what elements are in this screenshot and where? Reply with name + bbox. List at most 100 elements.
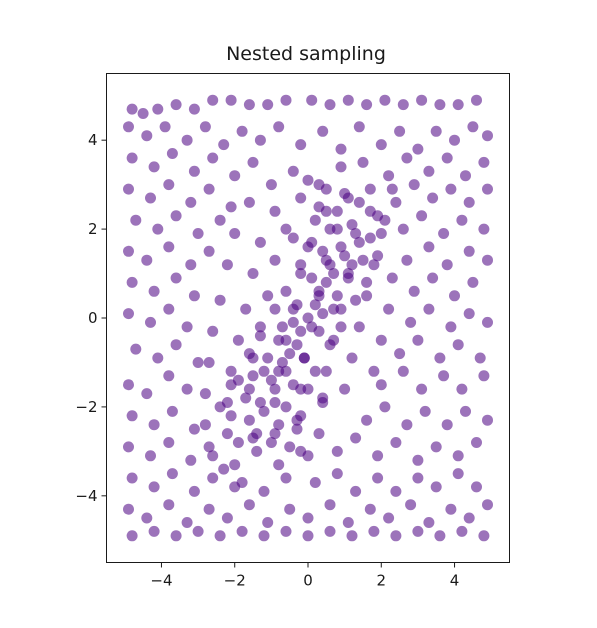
data-point <box>302 512 314 524</box>
data-point <box>313 201 325 213</box>
data-point <box>368 525 380 537</box>
data-point <box>390 437 402 448</box>
data-point <box>298 352 310 364</box>
data-point <box>346 530 358 542</box>
data-point <box>331 290 343 302</box>
x-tick-label: 0 <box>303 572 313 590</box>
data-point <box>364 232 376 244</box>
data-point <box>383 170 395 182</box>
data-point <box>181 517 193 528</box>
data-point <box>295 268 307 279</box>
data-point <box>126 276 138 288</box>
data-point <box>221 259 233 271</box>
data-point <box>243 348 255 360</box>
data-point <box>456 525 468 537</box>
data-point <box>408 179 420 191</box>
data-point <box>243 414 255 426</box>
data-point <box>482 254 493 266</box>
data-point <box>159 121 171 133</box>
x-tick-label: 2 <box>376 572 386 590</box>
data-point <box>394 125 406 137</box>
data-point <box>372 450 384 462</box>
data-point <box>357 254 369 266</box>
data-point <box>419 405 431 417</box>
data-point <box>163 499 175 511</box>
data-point <box>295 410 307 422</box>
data-point <box>342 94 354 106</box>
data-point <box>361 99 373 111</box>
data-point <box>452 339 464 351</box>
data-point <box>412 334 424 346</box>
data-point <box>152 352 164 364</box>
data-point <box>302 174 314 186</box>
data-point <box>324 525 336 537</box>
data-point <box>225 365 237 377</box>
data-point <box>265 374 277 386</box>
data-point <box>240 303 252 315</box>
data-point <box>397 223 409 235</box>
data-point <box>401 419 413 431</box>
data-point <box>397 365 409 377</box>
data-point <box>361 290 373 302</box>
data-point <box>145 450 156 462</box>
data-point <box>188 423 200 435</box>
data-point <box>335 321 347 333</box>
data-point <box>145 316 156 328</box>
data-point <box>302 450 314 462</box>
data-point <box>236 125 248 137</box>
data-point <box>309 477 321 488</box>
data-point <box>130 343 142 355</box>
data-point <box>221 512 233 524</box>
data-point <box>467 276 479 288</box>
data-point <box>251 445 263 457</box>
data-point <box>123 183 134 195</box>
data-point <box>232 437 244 448</box>
data-point <box>474 352 486 364</box>
data-point <box>331 205 343 217</box>
data-point <box>412 143 424 155</box>
data-point <box>324 259 336 271</box>
data-point <box>317 392 329 404</box>
data-point <box>313 325 325 337</box>
data-point <box>350 432 362 444</box>
data-point <box>456 214 468 226</box>
data-point <box>416 210 428 222</box>
data-point <box>243 99 255 111</box>
data-point <box>295 325 307 337</box>
data-point <box>166 468 178 480</box>
data-point <box>170 530 182 542</box>
data-point <box>339 188 351 199</box>
data-point <box>225 201 237 213</box>
data-point <box>214 214 226 226</box>
data-point <box>412 472 424 484</box>
data-point <box>236 525 248 537</box>
data-point <box>423 303 435 315</box>
data-point <box>309 365 321 377</box>
plot-frame <box>106 73 510 563</box>
data-point <box>328 303 340 315</box>
data-point <box>463 245 475 257</box>
data-point <box>148 525 160 537</box>
data-point <box>254 236 266 248</box>
data-point <box>445 183 457 195</box>
data-point <box>346 352 358 364</box>
data-point <box>482 183 493 195</box>
data-point <box>203 357 215 368</box>
data-point <box>350 294 362 306</box>
data-point <box>460 170 471 182</box>
data-point <box>163 437 175 448</box>
data-point <box>423 517 435 528</box>
data-point <box>427 192 439 204</box>
data-point <box>449 134 460 146</box>
data-point <box>273 419 285 431</box>
data-point <box>280 94 292 106</box>
data-point <box>452 450 464 462</box>
data-point <box>302 530 314 542</box>
data-point <box>273 334 285 346</box>
data-point <box>482 414 493 426</box>
data-point <box>247 268 259 279</box>
data-point <box>445 503 457 515</box>
data-point <box>276 357 288 368</box>
data-point <box>353 236 365 248</box>
data-point <box>412 525 424 537</box>
